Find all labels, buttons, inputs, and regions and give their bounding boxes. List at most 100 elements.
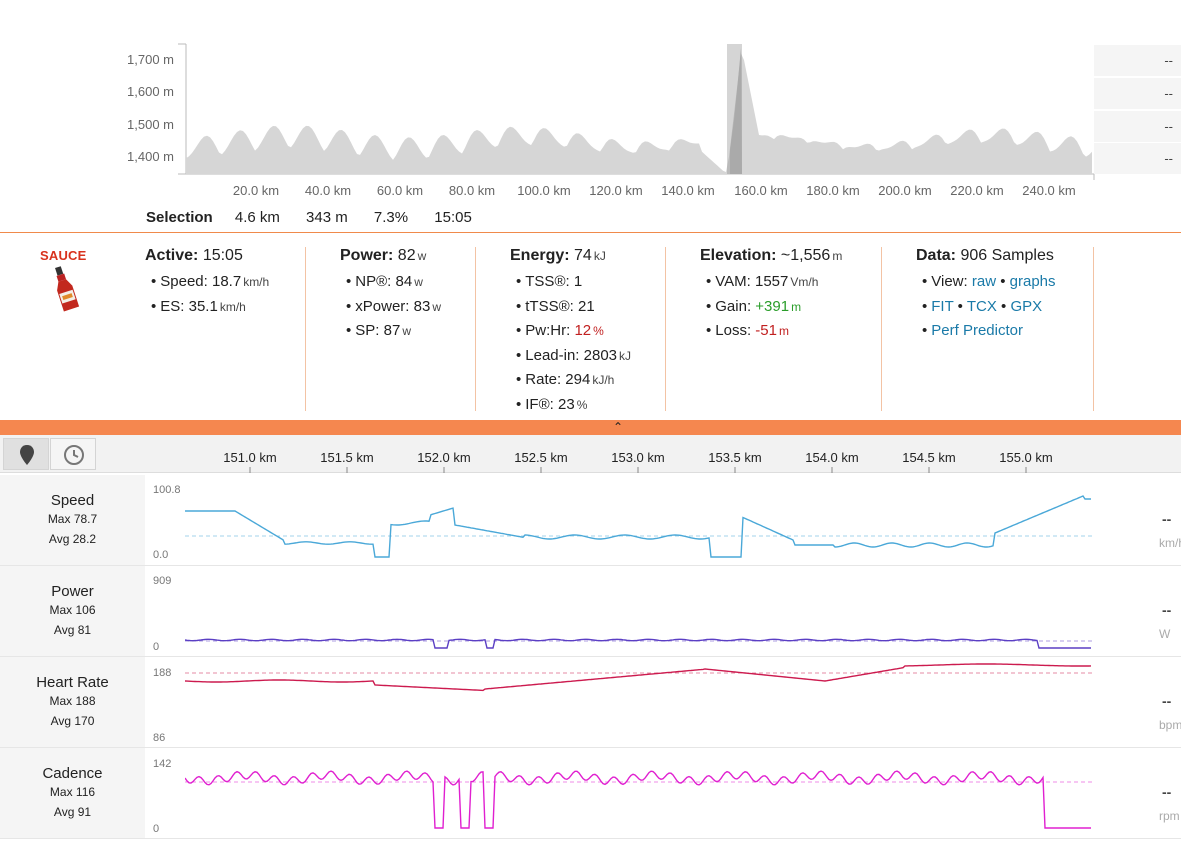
rate-value: 294	[565, 371, 591, 388]
speed-label: Speed:	[160, 273, 208, 290]
xpower-row: xPower: 83w	[340, 295, 441, 320]
pwhr-value: 12	[574, 322, 592, 339]
np-unit: w	[414, 275, 423, 289]
gain-value: +391	[755, 297, 790, 315]
stream-avg: Avg 28.2	[48, 532, 97, 546]
speed-stream-chart[interactable]	[185, 475, 1093, 565]
power-stream[interactable]: Power Max 106 Avg 81 909 0 -- W	[0, 566, 1181, 657]
es-value: 35.1	[188, 297, 218, 315]
overview-x-label: 240.0 km	[1022, 183, 1076, 198]
power-unit: w	[417, 249, 427, 263]
heart-rate-stream-label: Heart Rate Max 188 Avg 170	[0, 657, 145, 747]
stream-avg: Avg 170	[50, 714, 95, 728]
selection-grade: 7.3%	[373, 209, 409, 226]
power-title: Power:	[340, 247, 394, 264]
stream-x-label: 151.5 km	[320, 450, 374, 465]
column-divider	[665, 247, 666, 411]
power-stream-chart[interactable]	[185, 566, 1093, 656]
sauce-bottle-icon	[55, 266, 80, 312]
chevron-up-icon[interactable]: ⌃	[613, 420, 624, 434]
stream-ymax: 100.8	[153, 484, 181, 496]
energy-value: 74	[574, 247, 592, 264]
selection-elevation: 343 m	[306, 209, 348, 226]
stream-max: Max 116	[49, 785, 96, 799]
stream-ymax: 909	[153, 575, 172, 587]
time-mode-button[interactable]	[50, 438, 96, 470]
data-title: Data:	[916, 247, 957, 264]
es-unit: km/h	[219, 299, 246, 314]
overview-x-label: 200.0 km	[878, 183, 932, 198]
selection-label: Selection	[146, 209, 213, 226]
stream-avg: Avg 81	[53, 623, 92, 637]
stream-ymin: 0	[153, 823, 160, 835]
sp-row: SP: 87w	[340, 319, 441, 344]
collapse-bar[interactable]: ⌃	[0, 420, 1181, 435]
map-pin-icon	[20, 445, 34, 465]
distance-mode-button[interactable]	[3, 438, 49, 470]
cadence-stream[interactable]: Cadence Max 116 Avg 91 142 0 -- rpm	[0, 748, 1181, 839]
overview-x-label: 40.0 km	[304, 183, 352, 198]
overview-side-cell: --	[1094, 142, 1181, 174]
tss-label: TSS®:	[525, 273, 570, 290]
elevation-profile-area	[186, 53, 1092, 174]
xpower-value: 83	[413, 297, 431, 315]
stream-ymin: 0.0	[153, 549, 169, 561]
stream-x-label: 151.0 km	[223, 450, 277, 465]
column-divider	[881, 247, 882, 411]
overview-x-label: 20.0 km	[232, 183, 280, 198]
leadin-label: Lead-in:	[525, 346, 580, 364]
stream-x-label: 153.5 km	[708, 450, 762, 465]
pwhr-unit: %	[593, 324, 604, 338]
selection-profile-area	[730, 48, 742, 174]
stream-ymin: 0	[153, 641, 160, 653]
view-raw-link[interactable]: raw	[971, 273, 997, 290]
export-gpx-link[interactable]: GPX	[1010, 297, 1043, 315]
speed-value: 18.7	[211, 273, 242, 290]
loss-label: Loss:	[715, 322, 752, 339]
heart-rate-stream-chart[interactable]	[185, 657, 1093, 747]
view-graphs-link[interactable]: graphs	[1009, 273, 1056, 290]
vam-value: 1557	[755, 273, 789, 290]
stream-x-label: 154.0 km	[805, 450, 859, 465]
overview-side-cell: --	[1094, 44, 1181, 76]
ttss-row: tTSS®: 21	[510, 295, 631, 320]
clock-icon	[64, 445, 84, 465]
power-column: Power: 82w NP®: 84w xPower: 83w SP: 87w	[340, 247, 441, 411]
export-fit-link[interactable]: FIT	[931, 297, 954, 315]
leadin-value: 2803	[583, 346, 618, 364]
speed-stream[interactable]: Speed Max 78.7 Avg 28.2 100.8 0.0 -- km/…	[0, 475, 1181, 566]
perf-predictor-link[interactable]: Perf Predictor	[931, 322, 1023, 339]
stream-unit: rpm	[1159, 809, 1180, 823]
export-tcx-link[interactable]: TCX	[966, 297, 997, 315]
view-label: View:	[931, 273, 968, 290]
tss-row: TSS®: 1	[510, 270, 631, 295]
stream-trace	[185, 663, 1092, 692]
loss-unit: m	[778, 324, 789, 338]
elevation-overview[interactable]: 1,700 m 1,600 m 1,500 m 1,400 m 20.0 km …	[0, 0, 1181, 200]
separator: •	[1000, 273, 1006, 290]
stream-name: Cadence	[42, 765, 103, 782]
cadence-stream-chart[interactable]	[185, 748, 1093, 838]
export-row: FIT • TCX • GPX	[916, 295, 1056, 320]
overview-y-label: 1,500 m	[127, 117, 174, 132]
stream-x-label: 155.0 km	[999, 450, 1053, 465]
overview-x-label: 140.0 km	[661, 183, 715, 198]
stream-current-value: --	[1162, 693, 1172, 709]
stream-x-label: 154.5 km	[902, 450, 956, 465]
leadin-unit: kJ	[619, 348, 632, 363]
np-row: NP®: 84w	[340, 270, 441, 295]
heart-rate-stream[interactable]: Heart Rate Max 188 Avg 170 188 86 -- bpm	[0, 657, 1181, 748]
es-label: ES:	[160, 297, 185, 315]
vam-unit: Vm/h	[790, 275, 819, 289]
if-row: IF®: 23%	[510, 393, 631, 418]
stream-trace	[185, 770, 1091, 829]
data-samples: 906 Samples	[960, 247, 1054, 264]
perf-row: Perf Predictor	[916, 319, 1056, 344]
overview-side-value: --	[1164, 151, 1173, 166]
speed-stream-label: Speed Max 78.7 Avg 28.2	[0, 475, 145, 565]
column-divider	[1093, 247, 1094, 411]
elevation-overview-chart[interactable]	[0, 0, 1181, 200]
